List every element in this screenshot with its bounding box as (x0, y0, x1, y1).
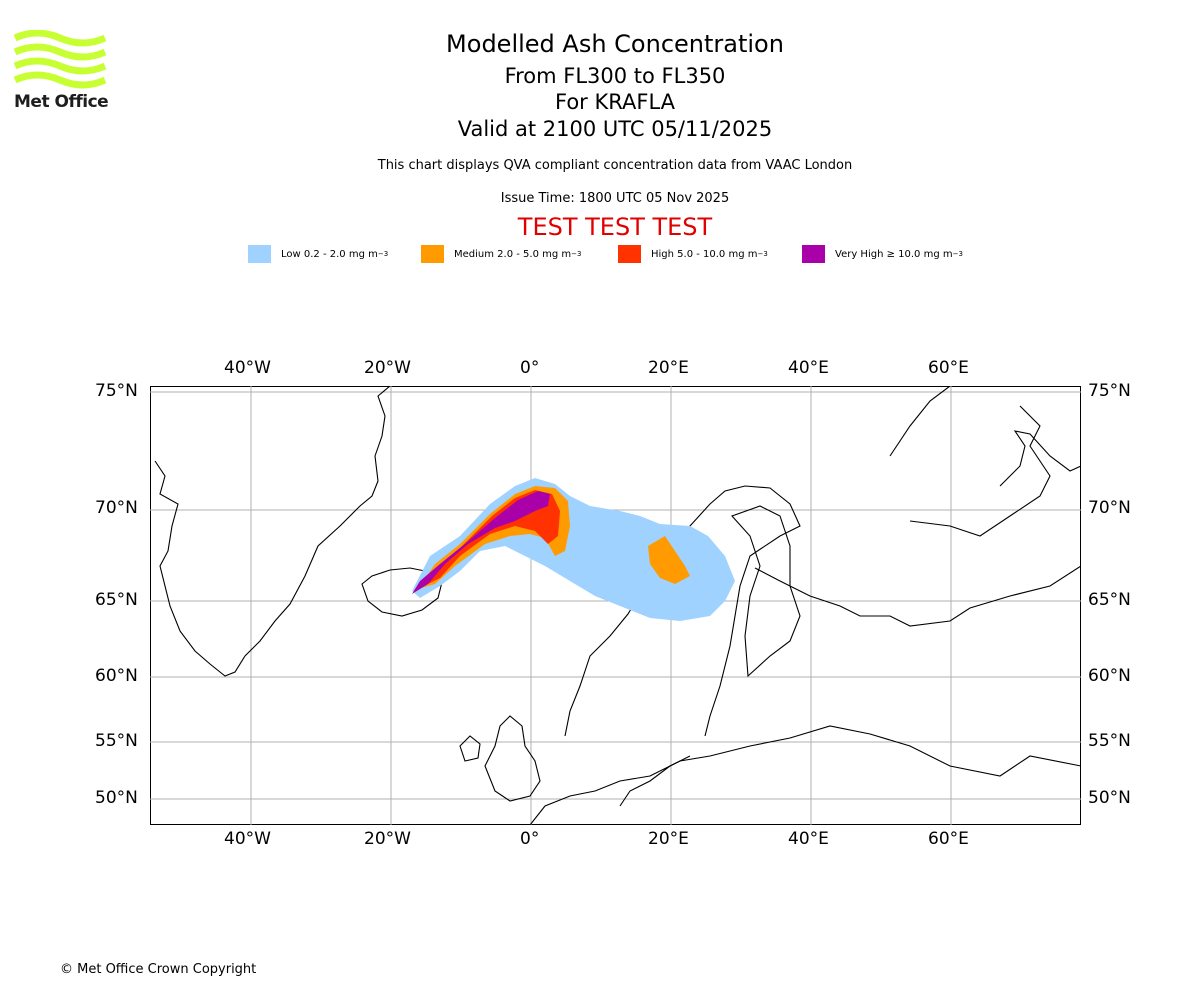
lon-tick-top: 0° (520, 358, 540, 378)
lat-tick-right: 60°N (1088, 666, 1131, 686)
lon-tick-top: 40°W (224, 358, 271, 378)
lat-tick-right: 70°N (1088, 498, 1131, 518)
lat-tick-right: 75°N (1088, 381, 1131, 401)
met-office-waves-icon (13, 29, 107, 89)
legend-unit-exp: −3 (757, 250, 768, 258)
legend-swatch-low (248, 245, 271, 263)
coastlines (154, 386, 1081, 825)
lat-tick-right: 50°N (1088, 788, 1131, 808)
legend-label-medium: Medium 2.0 - 5.0 mg m (454, 248, 572, 260)
valid-time: Valid at 2100 UTC 05/11/2025 (457, 117, 773, 141)
lat-tick-left: 60°N (95, 666, 138, 686)
graticule (150, 386, 1081, 825)
lon-tick-bottom: 60°E (928, 829, 969, 849)
ash-very-high-area (412, 491, 550, 594)
ash-map (150, 386, 1081, 825)
lat-tick-left: 65°N (95, 590, 138, 610)
legend-low: Low 0.2 - 2.0 mg m −3 (248, 244, 388, 264)
chart-description: This chart displays QVA compliant concen… (377, 158, 853, 173)
lon-tick-bottom: 20°E (648, 829, 689, 849)
test-banner: TEST TEST TEST (517, 213, 713, 241)
lat-tick-left: 55°N (95, 731, 138, 751)
lat-tick-right: 65°N (1088, 590, 1131, 610)
legend-label-high: High 5.0 - 10.0 mg m (651, 248, 758, 260)
legend-swatch-very-high (802, 245, 825, 263)
legend-swatch-high (618, 245, 641, 263)
volcano-name: For KRAFLA (555, 90, 675, 114)
lat-tick-left: 75°N (95, 381, 138, 401)
lat-tick-right: 55°N (1088, 731, 1131, 751)
lon-tick-top: 20°W (364, 358, 411, 378)
legend-label-low: Low 0.2 - 2.0 mg m (281, 248, 378, 260)
lon-tick-top: 20°E (648, 358, 689, 378)
met-office-logo (13, 29, 107, 110)
legend-swatch-medium (421, 245, 444, 263)
lon-tick-top: 60°E (928, 358, 969, 378)
lon-tick-top: 40°E (788, 358, 829, 378)
issue-time: Issue Time: 1800 UTC 05 Nov 2025 (500, 191, 730, 206)
map-frame (150, 386, 1081, 825)
legend-high: High 5.0 - 10.0 mg m −3 (618, 244, 768, 264)
lat-tick-left: 50°N (95, 788, 138, 808)
legend-unit-exp: −3 (952, 250, 963, 258)
legend-medium: Medium 2.0 - 5.0 mg m −3 (421, 244, 581, 264)
lon-tick-bottom: 0° (520, 829, 540, 849)
lon-tick-bottom: 40°W (224, 829, 271, 849)
legend-unit-exp: −3 (377, 250, 389, 258)
legend-label-very-high: Very High ≥ 10.0 mg m (835, 248, 953, 260)
lat-tick-left: 70°N (95, 498, 138, 518)
logo-text: Met Office (14, 92, 109, 112)
chart-title: Modelled Ash Concentration (446, 30, 784, 58)
lon-tick-bottom: 40°E (788, 829, 829, 849)
flight-level-range: From FL300 to FL350 (504, 64, 726, 88)
lon-tick-bottom: 20°W (364, 829, 411, 849)
copyright: © Met Office Crown Copyright (60, 962, 257, 977)
ash-medium-area-finland (648, 536, 690, 584)
legend-unit-exp: −3 (571, 250, 582, 258)
legend-very-high: Very High ≥ 10.0 mg m −3 (802, 244, 963, 264)
